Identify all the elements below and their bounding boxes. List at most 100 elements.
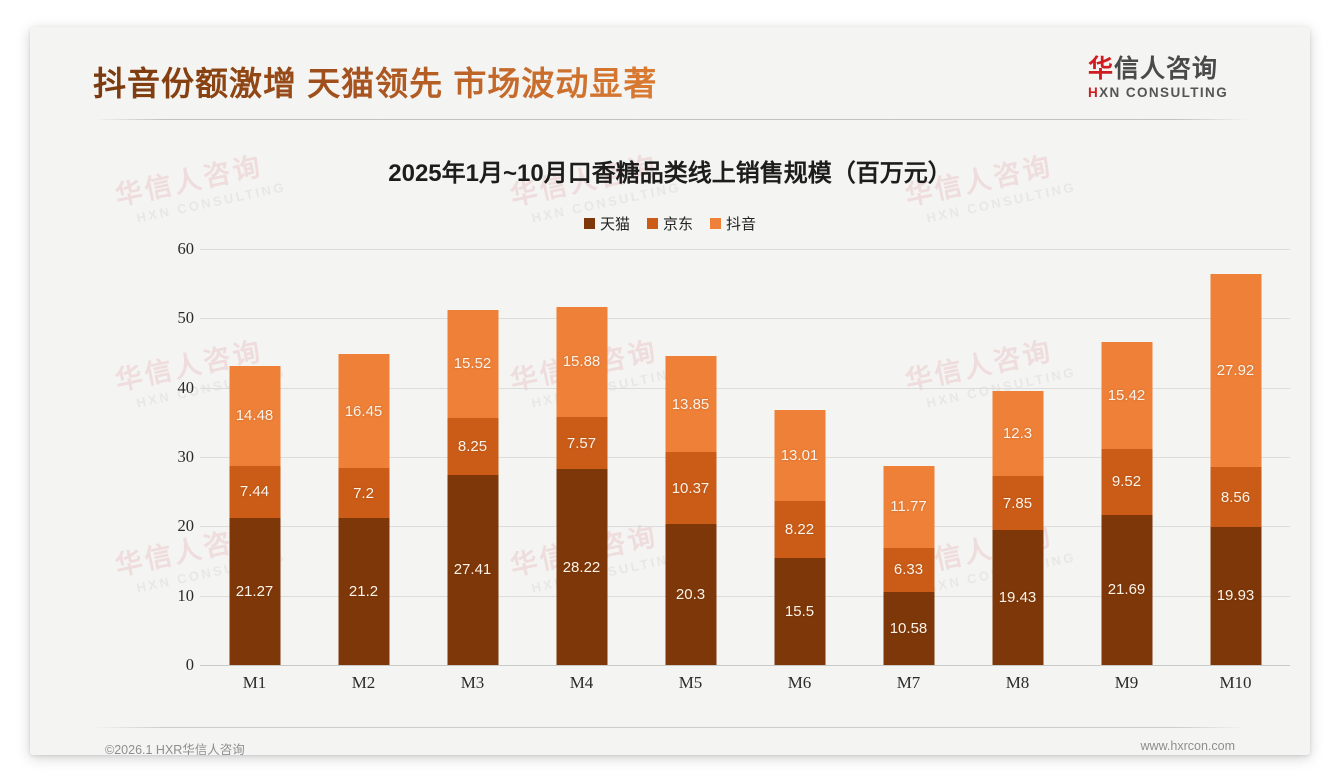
legend-item-抖音[interactable]: 抖音: [710, 213, 756, 234]
bar-value-label: 15.5: [784, 602, 815, 620]
legend-swatch-icon: [583, 218, 595, 229]
bar-value-label: 10.58: [889, 619, 928, 637]
gridline: [200, 526, 1290, 528]
legend-swatch-icon: [646, 218, 658, 229]
bar-value-label: 15.42: [1107, 386, 1146, 404]
bar-segment-天猫-M7[interactable]: 10.58: [883, 591, 934, 665]
stacked-bar-M5[interactable]: 13.85 10.37 20.3: [665, 356, 716, 665]
logo-chinese-text: 华信人咨询: [1088, 55, 1248, 83]
chart-legend: 天猫 京东 抖音: [30, 213, 1310, 234]
bar-slot-M6: 13.01 8.22 15.5: [745, 249, 854, 665]
bar-slot-M4: 15.88 7.57 28.22: [527, 249, 636, 665]
bar-slot-M1: 14.48 7.44 21.27: [200, 249, 309, 665]
bar-segment-抖音-M10[interactable]: 27.92: [1210, 273, 1261, 468]
stacked-bar-M1[interactable]: 14.48 7.44 21.27: [229, 365, 280, 665]
x-axis-label-M5: M5: [678, 673, 703, 692]
stacked-bar-M4[interactable]: 15.88 7.57 28.22: [556, 306, 607, 665]
gridline: [200, 457, 1290, 458]
bar-segment-京东-M5[interactable]: 10.37: [665, 452, 716, 525]
bar-value-label: 7.44: [239, 483, 270, 501]
bar-segment-天猫-M10[interactable]: 19.93: [1210, 526, 1261, 665]
bar-segment-京东-M2[interactable]: 7.2: [338, 468, 389, 519]
page-title: 抖音份额激增 天猫领先 市场波动显著: [93, 57, 657, 105]
bar-value-label: 9.52: [1111, 473, 1142, 491]
stacked-bar-M2[interactable]: 16.45 7.2 21.2: [338, 354, 389, 665]
bar-value-label: 27.41: [453, 561, 492, 579]
bar-segment-京东-M9[interactable]: 9.52: [1101, 448, 1152, 515]
bar-value-label: 7.2: [353, 484, 374, 502]
bar-value-label: 13.01: [780, 446, 819, 464]
x-axis-label-M10: M10: [1219, 673, 1252, 692]
bar-segment-天猫-M1[interactable]: 21.27: [229, 517, 280, 665]
bar-value-label: 21.27: [235, 582, 274, 600]
bar-segment-京东-M8[interactable]: 7.85: [992, 475, 1043, 531]
bar-segment-京东-M3[interactable]: 8.25: [447, 417, 498, 475]
bar-segment-天猫-M5[interactable]: 20.3: [665, 524, 716, 665]
bar-value-label: 8.22: [784, 520, 815, 538]
stacked-bar-M6[interactable]: 13.01 8.22 15.5: [774, 410, 825, 665]
logo-en-rest: XN CONSULTING: [1099, 85, 1229, 100]
legend-label: 京东: [662, 216, 693, 233]
bar-segment-天猫-M4[interactable]: 28.22: [556, 469, 607, 665]
gridline: [200, 249, 1290, 250]
bar-segment-抖音-M4[interactable]: 15.88: [556, 306, 607, 417]
bar-value-label: 21.69: [1107, 581, 1146, 599]
bar-segment-抖音-M6[interactable]: 13.01: [774, 410, 825, 501]
bar-value-label: 7.85: [1002, 494, 1033, 512]
bar-segment-天猫-M6[interactable]: 15.5: [774, 557, 825, 665]
gridline: [200, 595, 1290, 597]
bar-segment-抖音-M5[interactable]: 13.85: [665, 356, 716, 453]
bar-segment-抖音-M8[interactable]: 12.3: [992, 390, 1043, 476]
logo-cn-rest: 信人咨询: [1114, 55, 1219, 83]
footer-divider: [93, 727, 1247, 728]
bar-value-label: 19.93: [1216, 587, 1255, 605]
bar-value-label: 12.3: [1002, 424, 1033, 442]
bar-segment-京东-M7[interactable]: 6.33: [883, 547, 934, 592]
bar-segment-抖音-M3[interactable]: 15.52: [447, 310, 498, 418]
x-axis-labels: M1 M2 M3 M4 M5 M6 M7 M8 M9 M10: [200, 673, 1290, 693]
gridline: [200, 387, 1290, 389]
company-logo: 华信人咨询 HXN CONSULTING: [1088, 55, 1248, 100]
bar-segment-天猫-M3[interactable]: 27.41: [447, 474, 498, 665]
stacked-bar-M9[interactable]: 15.42 9.52 21.69: [1101, 341, 1152, 665]
slide-header: 抖音份额激增 天猫领先 市场波动显著 华信人咨询 HXN CONSULTING: [30, 27, 1310, 120]
legend-item-天猫[interactable]: 天猫: [583, 213, 630, 234]
bar-segment-京东-M6[interactable]: 8.22: [774, 500, 825, 558]
x-axis-label-M9: M9: [1114, 673, 1139, 692]
bar-value-label: 15.88: [562, 353, 601, 371]
bar-value-label: 11.77: [890, 498, 927, 516]
bar-segment-京东-M1[interactable]: 7.44: [229, 465, 280, 518]
chart-container: 2025年1月~10月口香糖品类线上销售规模（百万元） 天猫 京东 抖音 0 10 20…: [30, 27, 1310, 755]
bar-segment-天猫-M2[interactable]: 21.2: [338, 518, 389, 665]
logo-english-text: HXN CONSULTING: [1088, 85, 1248, 100]
bar-segment-京东-M10[interactable]: 8.56: [1210, 467, 1261, 527]
legend-item-京东[interactable]: 京东: [646, 213, 693, 234]
stacked-bar-M8[interactable]: 12.3 7.85 19.43: [992, 390, 1043, 665]
y-axis-tick-label: 60: [177, 239, 195, 258]
bar-value-label: 16.45: [344, 402, 383, 420]
header-divider: [93, 119, 1247, 120]
bar-slot-M8: 12.3 7.85 19.43: [963, 249, 1072, 665]
bar-slot-M5: 13.85 10.37 20.3: [636, 249, 745, 665]
bar-value-label: 28.22: [562, 558, 601, 576]
y-axis-tick-label: 10: [177, 585, 195, 605]
stacked-bar-M7[interactable]: 11.77 6.33 10.58: [883, 466, 934, 665]
stacked-bar-M10[interactable]: 27.92 8.56 19.93: [1210, 273, 1261, 665]
x-axis-label-M8: M8: [1005, 673, 1030, 692]
bar-segment-抖音-M2[interactable]: 16.45: [338, 354, 389, 469]
bar-segment-天猫-M8[interactable]: 19.43: [992, 530, 1043, 665]
bar-segment-京东-M4[interactable]: 7.57: [556, 416, 607, 470]
stacked-bar-M3[interactable]: 15.52 8.25 27.41: [447, 310, 498, 665]
bar-value-label: 20.3: [675, 586, 706, 604]
legend-label: 天猫: [599, 216, 630, 233]
bar-segment-天猫-M9[interactable]: 21.69: [1101, 514, 1152, 665]
footer-website[interactable]: www.hxrcon.com: [1140, 739, 1235, 753]
bar-segment-抖音-M1[interactable]: 14.48: [229, 365, 280, 466]
bar-segment-抖音-M9[interactable]: 15.42: [1101, 341, 1152, 449]
x-axis-label-M2: M2: [351, 673, 376, 692]
bar-value-label: 7.57: [566, 434, 597, 452]
bars-group: 14.48 7.44 21.27 16.45 7.2 21.2 15.52 8.25 27.41…: [200, 249, 1290, 665]
x-axis-label-M4: M4: [569, 673, 594, 692]
bar-segment-抖音-M7[interactable]: 11.77: [883, 466, 934, 548]
y-axis-tick-label: 20: [177, 516, 195, 536]
